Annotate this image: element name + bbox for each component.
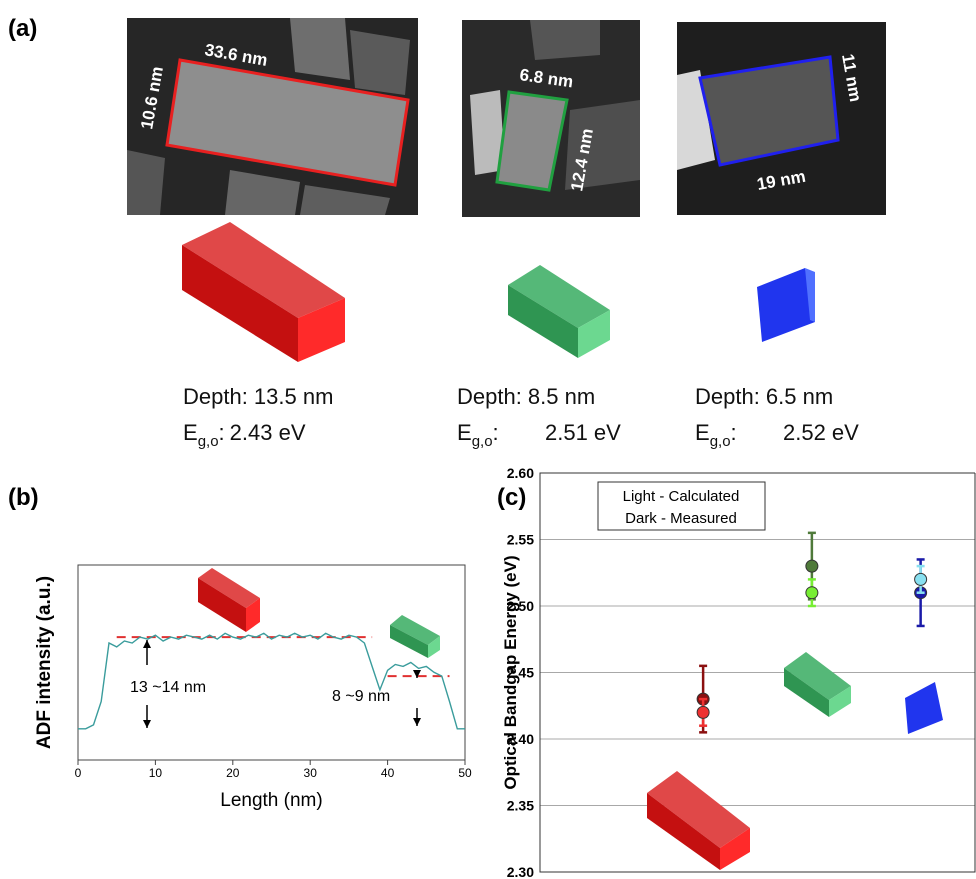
y-tick-label: 2.60 bbox=[507, 465, 534, 481]
x-tick-label: 30 bbox=[304, 766, 318, 780]
x-tick-label: 0 bbox=[75, 766, 82, 780]
data-point bbox=[806, 587, 818, 599]
energy-subscript: g,o bbox=[710, 433, 731, 450]
y-axis-title: Optical Bandgap Energy (eV) bbox=[501, 555, 520, 789]
y-tick-label: 2.35 bbox=[507, 798, 534, 814]
depth-label: Depth: 6.5 nm bbox=[695, 384, 833, 409]
annotation: 13 ~14 nm bbox=[130, 679, 206, 696]
arrow-head bbox=[413, 718, 421, 726]
y-tick-label: 2.55 bbox=[507, 532, 534, 548]
depth-label: Depth: 8.5 nm bbox=[457, 384, 595, 409]
energy-symbol: E bbox=[457, 420, 472, 445]
energy-label: Eg,o: 2.52 eV bbox=[695, 420, 859, 450]
energy-label: Eg,o:2.43 eV bbox=[183, 420, 306, 450]
energy-symbol: E bbox=[183, 420, 198, 445]
energy-value: 2.43 eV bbox=[230, 420, 306, 445]
energy-colon: : bbox=[731, 420, 737, 445]
arrow-head bbox=[143, 720, 151, 728]
panel-label: (b) bbox=[8, 484, 39, 511]
page: {"panel_a": {"label": "(a)", "images": [… bbox=[0, 0, 976, 879]
energy-label: Eg,o: 2.51 eV bbox=[457, 420, 621, 450]
panel-label: (a) bbox=[8, 15, 37, 42]
energy-colon: : bbox=[219, 420, 225, 445]
annotation: 8 ~9 nm bbox=[332, 688, 390, 705]
panel-label: (c) bbox=[497, 484, 526, 511]
crystal-model bbox=[182, 222, 345, 362]
crystal-model bbox=[508, 265, 610, 358]
energy-subscript: g,o bbox=[198, 433, 219, 450]
y-axis-title: ADF intensity (a.u.) bbox=[34, 576, 55, 749]
depth-label: Depth: 13.5 nm bbox=[183, 384, 333, 409]
energy-subscript: g,o bbox=[472, 433, 493, 450]
plot-frame bbox=[78, 565, 465, 760]
data-point bbox=[806, 560, 818, 572]
crystal-model bbox=[757, 268, 815, 342]
y-tick-label: 2.30 bbox=[507, 864, 534, 879]
energy-value: 2.52 eV bbox=[783, 420, 859, 445]
x-tick-label: 10 bbox=[149, 766, 163, 780]
x-axis-title: Length (nm) bbox=[220, 790, 322, 811]
arrow-head bbox=[143, 640, 151, 648]
micrograph: 33.6 nm 10.6 nm bbox=[127, 18, 418, 215]
x-tick-label: 40 bbox=[381, 766, 395, 780]
energy-value: 2.51 eV bbox=[545, 420, 621, 445]
energy-colon: : bbox=[493, 420, 499, 445]
micrograph: 6.8 nm 12.4 nm bbox=[462, 20, 640, 217]
energy-symbol: E bbox=[695, 420, 710, 445]
legend-text: Light - Calculated bbox=[623, 488, 740, 505]
micrograph: 11 nm 19 nm bbox=[677, 22, 886, 215]
figure: (a) 33.6 nm 10.6 nm 6.8 nm 12.4 nm 11 nm… bbox=[0, 0, 976, 879]
crystal-model bbox=[905, 682, 943, 734]
data-point bbox=[697, 706, 709, 718]
x-tick-label: 50 bbox=[458, 766, 472, 780]
data-point bbox=[915, 573, 927, 585]
legend-text: Dark - Measured bbox=[625, 510, 737, 527]
x-tick-label: 20 bbox=[226, 766, 240, 780]
